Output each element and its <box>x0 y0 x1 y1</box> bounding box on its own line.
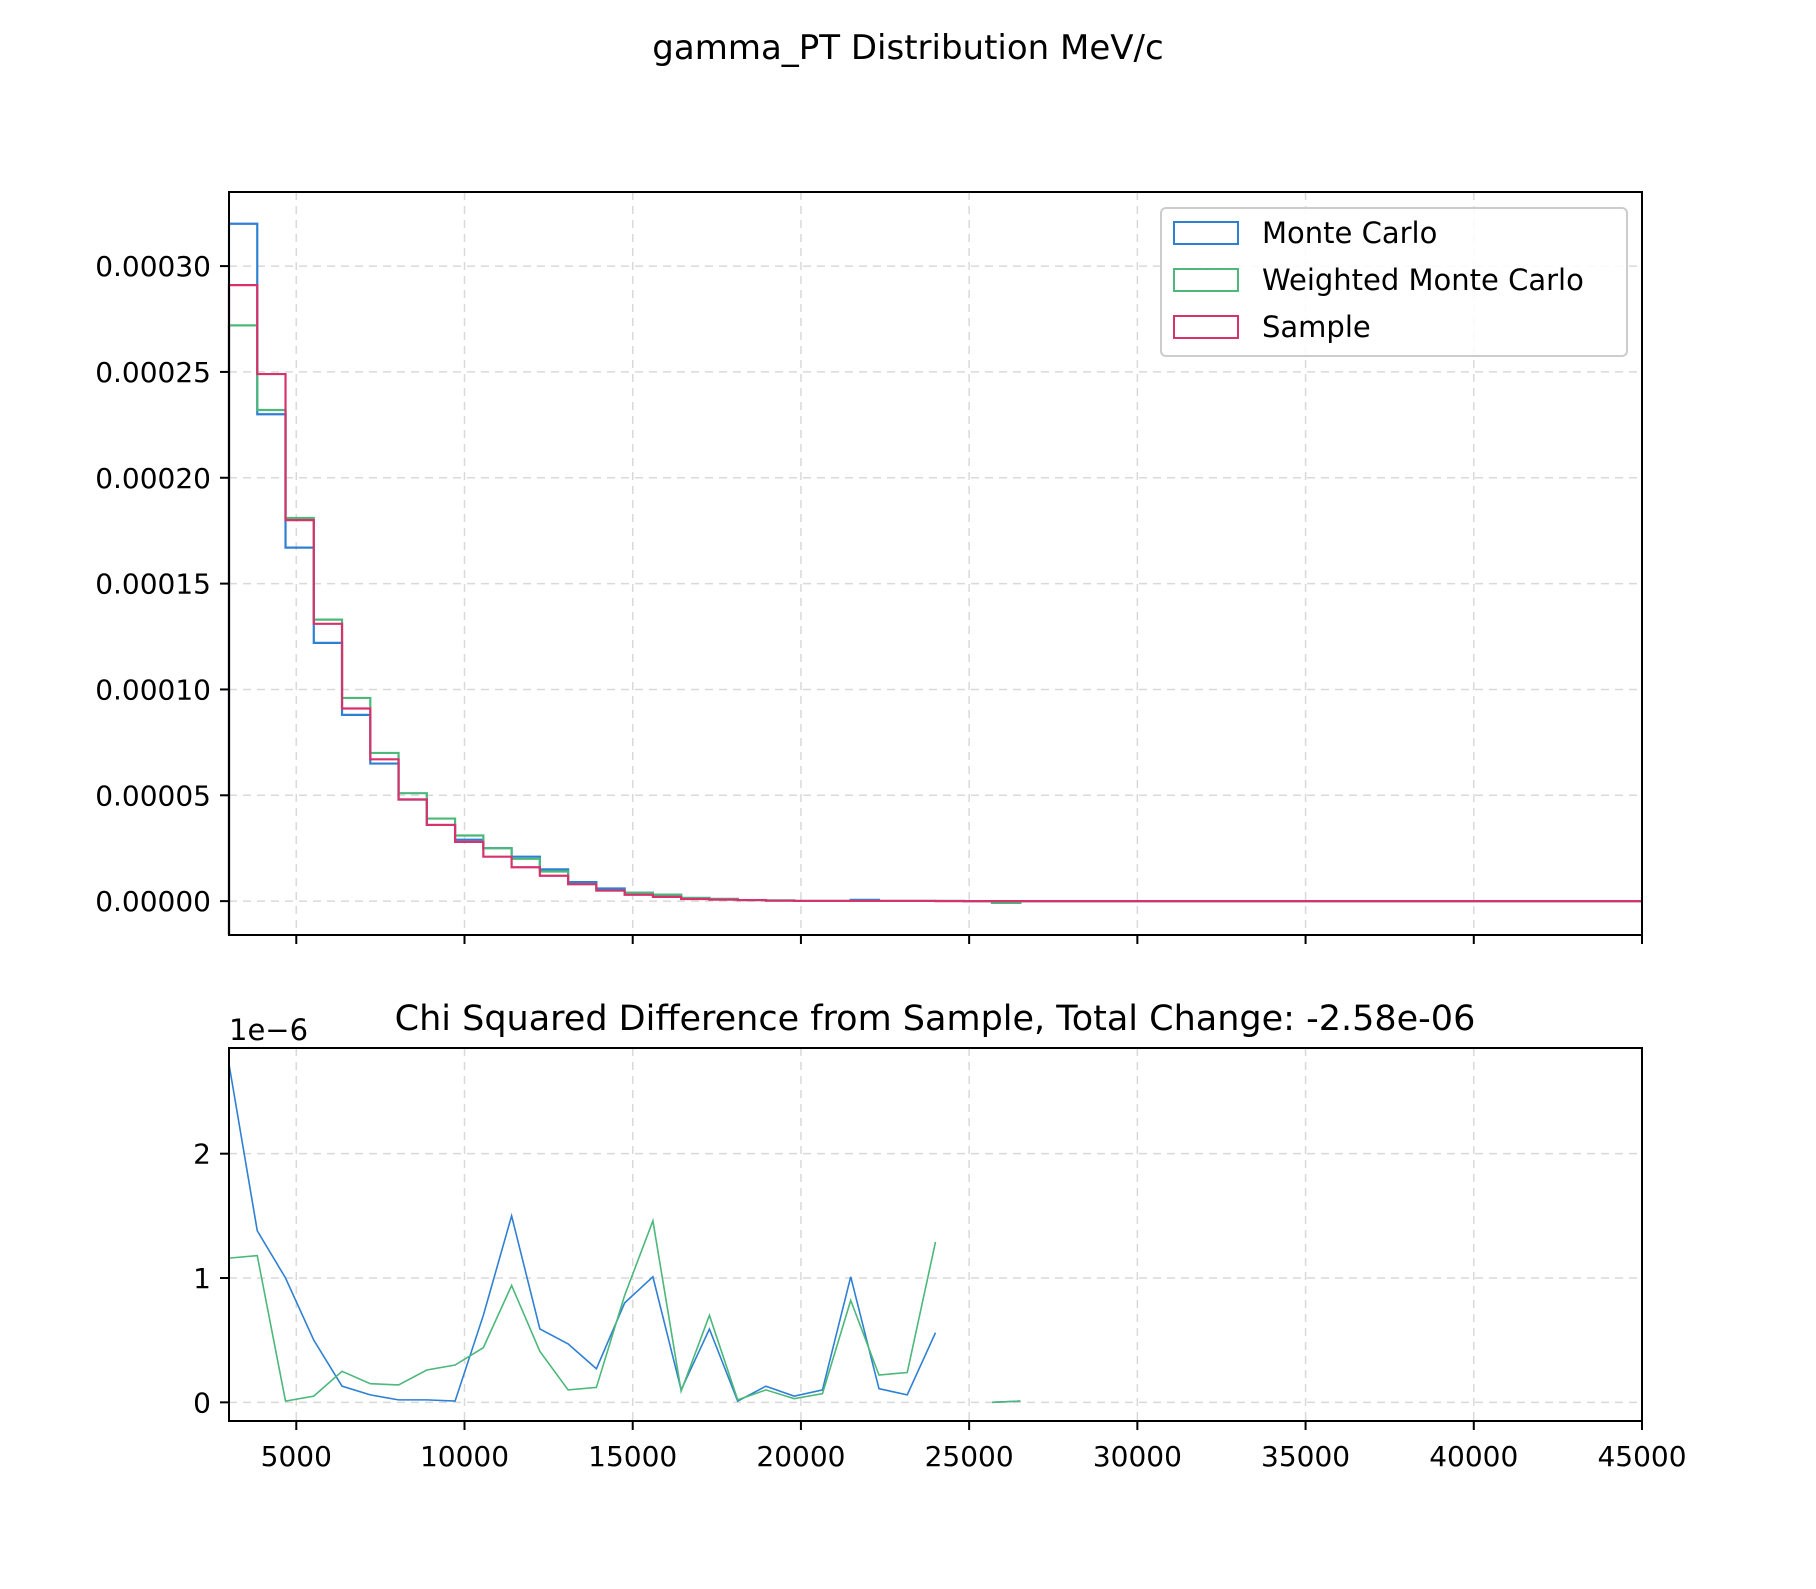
bottom-xtick-label-2: 15000 <box>588 1440 677 1473</box>
bottom-offset-label: 1e−6 <box>229 1013 308 1047</box>
top-xticks <box>295 935 1643 944</box>
legend-label-weighted-monte-carlo: Weighted Monte Carlo <box>1262 263 1584 297</box>
chi-line-weighted-monte-carlo-segment-0 <box>228 1217 937 1403</box>
top-ytick-label-0: 0.00000 <box>95 885 211 918</box>
bottom-xtick-label-8: 45000 <box>1597 1440 1686 1473</box>
bottom-axes-frame <box>228 1047 1643 1422</box>
bottom-panel-title: Chi Squared Difference from Sample, Tota… <box>395 999 1476 1039</box>
chi-line-monte-carlo-segment-0 <box>228 1064 937 1403</box>
legend: Monte Carlo Weighted Monte Carlo Sample <box>1160 207 1628 357</box>
bottom-xtick-label-3: 20000 <box>756 1440 845 1473</box>
bottom-series <box>228 1064 1021 1404</box>
top-panel: 0.00000 0.00005 0.00010 0.00015 0.00020 0.000… <box>95 191 1643 944</box>
bottom-xtick-label-5: 30000 <box>1093 1440 1182 1473</box>
legend-label-monte-carlo: Monte Carlo <box>1262 216 1437 250</box>
hist-step-weighted-monte-carlo <box>227 324 1642 935</box>
top-ytick-label-2: 0.00010 <box>95 673 211 706</box>
top-ytick-label-5: 0.00025 <box>95 356 211 389</box>
hist-step-sample <box>227 284 1642 935</box>
legend-label-sample: Sample <box>1262 310 1371 344</box>
top-ytick-label-1: 0.00005 <box>95 779 211 812</box>
bottom-xtick-label-6: 35000 <box>1261 1440 1350 1473</box>
bottom-ytick-label-2: 2 <box>193 1138 211 1171</box>
legend-swatch-weighted-monte-carlo <box>1173 268 1239 292</box>
top-axes-frame <box>228 191 1643 936</box>
bottom-xtick-label-7: 40000 <box>1429 1440 1518 1473</box>
bottom-grid <box>229 1048 1643 1421</box>
legend-swatch-sample <box>1173 315 1239 339</box>
top-yticks: 0.00000 0.00005 0.00010 0.00015 0.00020 0.000… <box>95 250 229 918</box>
legend-frame <box>1160 207 1628 357</box>
legend-swatch-monte-carlo <box>1173 221 1239 245</box>
chi-line-weighted-monte-carlo-segment-1 <box>991 1400 1021 1404</box>
bottom-ytick-label-1: 1 <box>193 1262 211 1295</box>
top-ytick-label-3: 0.00015 <box>95 568 211 601</box>
bottom-panel: Chi Squared Difference from Sample, Tota… <box>193 999 1686 1473</box>
top-series <box>227 222 1642 935</box>
figure-title: gamma_PT Distribution MeV/c <box>652 28 1163 68</box>
bottom-xtick-label-0: 5000 <box>261 1440 332 1473</box>
top-ytick-label-4: 0.00020 <box>95 462 211 495</box>
bottom-xtick-label-4: 25000 <box>925 1440 1014 1473</box>
bottom-xticks: 5000 10000 15000 20000 25000 30000 35000 40000 4… <box>261 1421 1687 1473</box>
bottom-xtick-label-1: 10000 <box>420 1440 509 1473</box>
top-ytick-label-6: 0.00030 <box>95 250 211 283</box>
bottom-ytick-label-0: 0 <box>193 1386 211 1419</box>
bottom-yticks: 0 1 2 <box>193 1138 229 1419</box>
